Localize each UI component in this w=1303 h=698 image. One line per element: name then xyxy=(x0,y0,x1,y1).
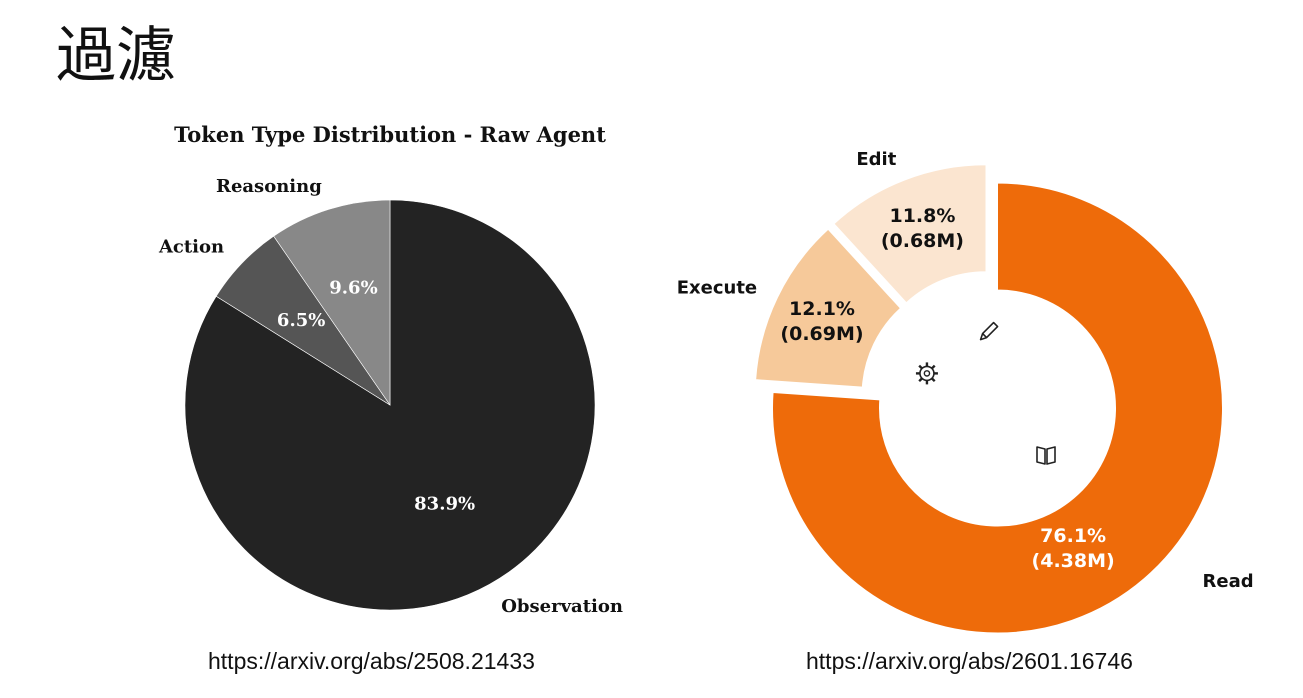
slice-percent-edit: 11.8% xyxy=(889,205,955,227)
source-link-left[interactable]: https://arxiv.org/abs/2508.21433 xyxy=(208,648,535,674)
slice-label-execute: Execute xyxy=(677,278,757,299)
donut-slice-execute xyxy=(755,228,902,388)
donut-segment-group-execute: 12.1% (0.69M) Execute xyxy=(677,228,902,388)
slice-value-edit: (0.68M) xyxy=(881,230,964,252)
slice-label-reasoning: Reasoning xyxy=(216,176,322,197)
gear-icon xyxy=(915,362,938,385)
slice-percent-action: 6.5% xyxy=(277,310,325,331)
slice-percent-execute: 12.1% xyxy=(789,298,855,320)
book-icon xyxy=(1036,446,1056,465)
slice-percent-reasoning: 9.6% xyxy=(329,278,377,299)
donut-segment-group-read: 76.1% (4.38M) Read xyxy=(772,182,1254,634)
slice-label-action: Action xyxy=(158,236,224,257)
donut-chart-svg: 76.1% (4.38M) Read 12.1% (0.69M) Execute 11.8%… xyxy=(677,149,1254,634)
slide-title: 過濾 xyxy=(56,21,176,91)
pie-chart-svg: Token Type Distribution - Raw Agent 83.9… xyxy=(158,122,623,617)
token-type-pie-chart: Token Type Distribution - Raw Agent 83.9… xyxy=(140,110,660,620)
donut-segment-group-edit: 11.8% (0.68M) Edit xyxy=(833,149,987,304)
operation-donut-chart: 76.1% (4.38M) Read 12.1% (0.69M) Execute 11.8%… xyxy=(670,110,1290,634)
slice-percent-read: 76.1% xyxy=(1040,525,1106,547)
donut-slice-read xyxy=(772,182,1223,634)
slice-label-observation: Observation xyxy=(501,596,623,617)
slice-value-read: (4.38M) xyxy=(1032,550,1115,572)
pencil-icon xyxy=(979,321,999,341)
chart-title: Token Type Distribution - Raw Agent xyxy=(174,122,606,147)
pie-slice-reasoning xyxy=(273,199,391,406)
slice-percent-observation: 83.9% xyxy=(414,494,475,515)
slice-value-execute: (0.69M) xyxy=(780,323,863,345)
slice-label-edit: Edit xyxy=(856,149,896,170)
donut-slice-edit xyxy=(833,164,987,304)
slice-label-read: Read xyxy=(1203,571,1254,592)
source-link-right[interactable]: https://arxiv.org/abs/2601.16746 xyxy=(806,648,1133,674)
